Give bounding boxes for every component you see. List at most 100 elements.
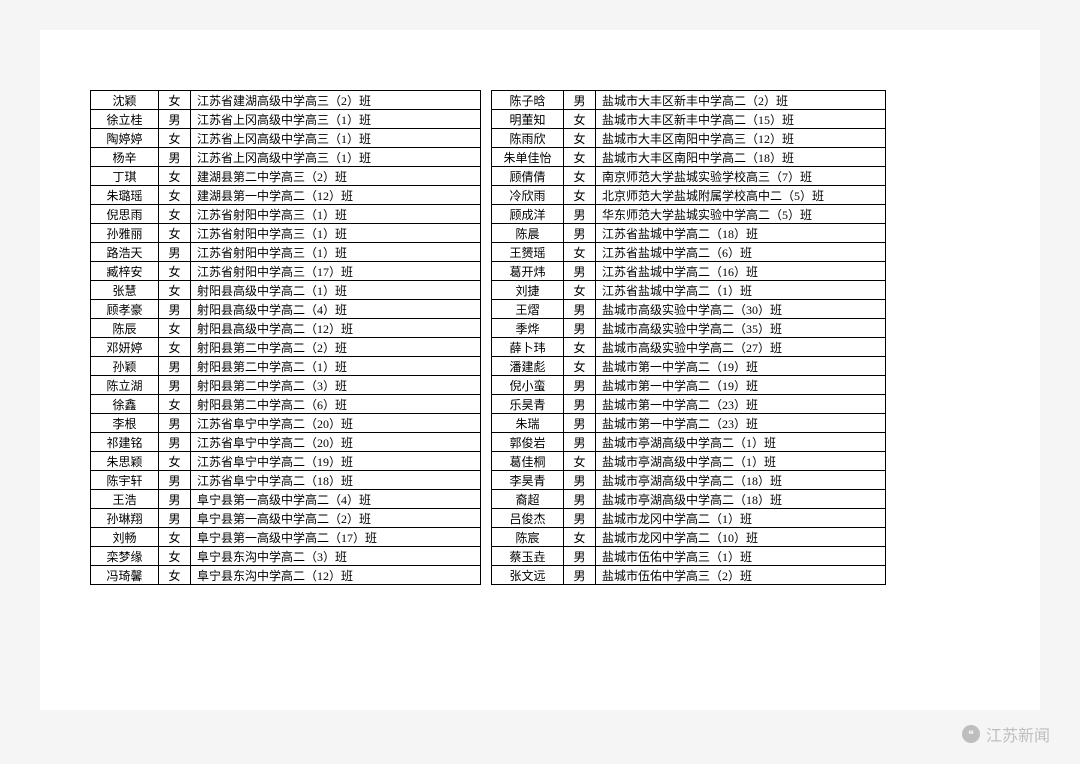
- cell-name: 蔡玉垚: [492, 547, 564, 566]
- cell-gender: 男: [159, 471, 191, 490]
- table-row: 顾成洋男华东师范大学盐城实验中学高二（5）班: [492, 205, 886, 224]
- cell-gender: 男: [564, 224, 596, 243]
- cell-school: 盐城市龙冈中学高二（10）班: [596, 528, 886, 547]
- cell-name: 陈辰: [91, 319, 159, 338]
- cell-school: 射阳县高级中学高二（1）班: [191, 281, 481, 300]
- table-row: 倪小蛮男盐城市第一中学高二（19）班: [492, 376, 886, 395]
- cell-name: 栾梦缘: [91, 547, 159, 566]
- table-row: 蔡玉垚男盐城市伍佑中学高三（1）班: [492, 547, 886, 566]
- cell-name: 孙颖: [91, 357, 159, 376]
- table-row: 潘建彪女盐城市第一中学高二（19）班: [492, 357, 886, 376]
- cell-name: 潘建彪: [492, 357, 564, 376]
- cell-school: 江苏省射阳中学高三（17）班: [191, 262, 481, 281]
- cell-school: 盐城市伍佑中学高三（1）班: [596, 547, 886, 566]
- cell-gender: 女: [564, 148, 596, 167]
- cell-school: 盐城市亭湖高级中学高二（1）班: [596, 433, 886, 452]
- cell-gender: 女: [159, 205, 191, 224]
- cell-name: 顾成洋: [492, 205, 564, 224]
- cell-name: 祁建铭: [91, 433, 159, 452]
- watermark-text: 江苏新闻: [986, 722, 1050, 746]
- cell-name: 季烨: [492, 319, 564, 338]
- cell-name: 陈晨: [492, 224, 564, 243]
- cell-name: 张文远: [492, 566, 564, 585]
- cell-school: 江苏省上冈高级中学高三（1）班: [191, 148, 481, 167]
- cell-gender: 男: [159, 414, 191, 433]
- cell-school: 射阳县第二中学高二（6）班: [191, 395, 481, 414]
- cell-name: 倪思雨: [91, 205, 159, 224]
- cell-school: 盐城市亭湖高级中学高二（18）班: [596, 490, 886, 509]
- cell-name: 冯琦馨: [91, 566, 159, 585]
- cell-gender: 男: [159, 433, 191, 452]
- cell-gender: 男: [564, 91, 596, 110]
- table-row: 葛开炜男江苏省盐城中学高二（16）班: [492, 262, 886, 281]
- table-row: 明董知女盐城市大丰区新丰中学高二（15）班: [492, 110, 886, 129]
- table-row: 徐鑫女射阳县第二中学高二（6）班: [91, 395, 481, 414]
- cell-name: 顾倩倩: [492, 167, 564, 186]
- cell-gender: 男: [564, 376, 596, 395]
- cell-school: 江苏省上冈高级中学高三（1）班: [191, 110, 481, 129]
- cell-name: 郭俊岩: [492, 433, 564, 452]
- table-row: 徐立桂男江苏省上冈高级中学高三（1）班: [91, 110, 481, 129]
- cell-name: 臧梓安: [91, 262, 159, 281]
- table-row: 路浩天男江苏省射阳中学高三（1）班: [91, 243, 481, 262]
- cell-name: 邓妍婷: [91, 338, 159, 357]
- table-row: 王赟瑶女江苏省盐城中学高二（6）班: [492, 243, 886, 262]
- cell-gender: 女: [564, 186, 596, 205]
- cell-gender: 男: [564, 205, 596, 224]
- cell-gender: 男: [564, 433, 596, 452]
- table-row: 倪思雨女江苏省射阳中学高三（1）班: [91, 205, 481, 224]
- cell-gender: 女: [159, 566, 191, 585]
- cell-school: 盐城市第一中学高二（23）班: [596, 395, 886, 414]
- cell-gender: 男: [159, 110, 191, 129]
- table-row: 裔超男盐城市亭湖高级中学高二（18）班: [492, 490, 886, 509]
- cell-name: 陈子晗: [492, 91, 564, 110]
- cell-gender: 男: [564, 395, 596, 414]
- cell-school: 射阳县第二中学高二（2）班: [191, 338, 481, 357]
- cell-gender: 男: [564, 547, 596, 566]
- cell-school: 建湖县第二中学高三（2）班: [191, 167, 481, 186]
- cell-name: 张慧: [91, 281, 159, 300]
- cell-gender: 女: [159, 547, 191, 566]
- table-row: 陈辰女射阳县高级中学高二（12）班: [91, 319, 481, 338]
- table-container: 沈颖女江苏省建湖高级中学高三（2）班徐立桂男江苏省上冈高级中学高三（1）班陶婷婷…: [90, 90, 990, 585]
- cell-gender: 女: [159, 528, 191, 547]
- table-row: 孙颖男射阳县第二中学高二（1）班: [91, 357, 481, 376]
- table-row: 祁建铭男江苏省阜宁中学高二（20）班: [91, 433, 481, 452]
- cell-name: 徐鑫: [91, 395, 159, 414]
- cell-gender: 男: [159, 243, 191, 262]
- cell-gender: 女: [159, 167, 191, 186]
- cell-school: 盐城市高级实验中学高二（30）班: [596, 300, 886, 319]
- table-row: 张慧女射阳县高级中学高二（1）班: [91, 281, 481, 300]
- cell-name: 薛卜玮: [492, 338, 564, 357]
- cell-name: 李根: [91, 414, 159, 433]
- cell-name: 顾孝豪: [91, 300, 159, 319]
- table-row: 孙雅丽女江苏省射阳中学高三（1）班: [91, 224, 481, 243]
- cell-school: 盐城市第一中学高二（19）班: [596, 357, 886, 376]
- table-row: 陈立湖男射阳县第二中学高二（3）班: [91, 376, 481, 395]
- cell-name: 王赟瑶: [492, 243, 564, 262]
- cell-school: 射阳县第二中学高二（3）班: [191, 376, 481, 395]
- cell-school: 盐城市第一中学高二（19）班: [596, 376, 886, 395]
- cell-name: 王浩: [91, 490, 159, 509]
- table-row: 冯琦馨女阜宁县东沟中学高二（12）班: [91, 566, 481, 585]
- cell-gender: 男: [159, 376, 191, 395]
- cell-school: 江苏省阜宁中学高二（20）班: [191, 414, 481, 433]
- cell-name: 朱思颖: [91, 452, 159, 471]
- cell-gender: 男: [159, 148, 191, 167]
- cell-school: 江苏省阜宁中学高二（20）班: [191, 433, 481, 452]
- cell-gender: 女: [159, 452, 191, 471]
- cell-school: 江苏省上冈高级中学高三（1）班: [191, 129, 481, 148]
- cell-name: 沈颖: [91, 91, 159, 110]
- cell-gender: 男: [159, 300, 191, 319]
- cell-school: 江苏省射阳中学高三（1）班: [191, 205, 481, 224]
- cell-name: 陈立湖: [91, 376, 159, 395]
- cell-gender: 男: [159, 509, 191, 528]
- cell-name: 丁琪: [91, 167, 159, 186]
- cell-school: 盐城市大丰区新丰中学高二（15）班: [596, 110, 886, 129]
- cell-school: 射阳县第二中学高二（1）班: [191, 357, 481, 376]
- cell-school: 江苏省建湖高级中学高三（2）班: [191, 91, 481, 110]
- table-row: 沈颖女江苏省建湖高级中学高三（2）班: [91, 91, 481, 110]
- document-sheet: 沈颖女江苏省建湖高级中学高三（2）班徐立桂男江苏省上冈高级中学高三（1）班陶婷婷…: [40, 30, 1040, 710]
- table-row: 顾孝豪男射阳县高级中学高二（4）班: [91, 300, 481, 319]
- cell-school: 江苏省射阳中学高三（1）班: [191, 224, 481, 243]
